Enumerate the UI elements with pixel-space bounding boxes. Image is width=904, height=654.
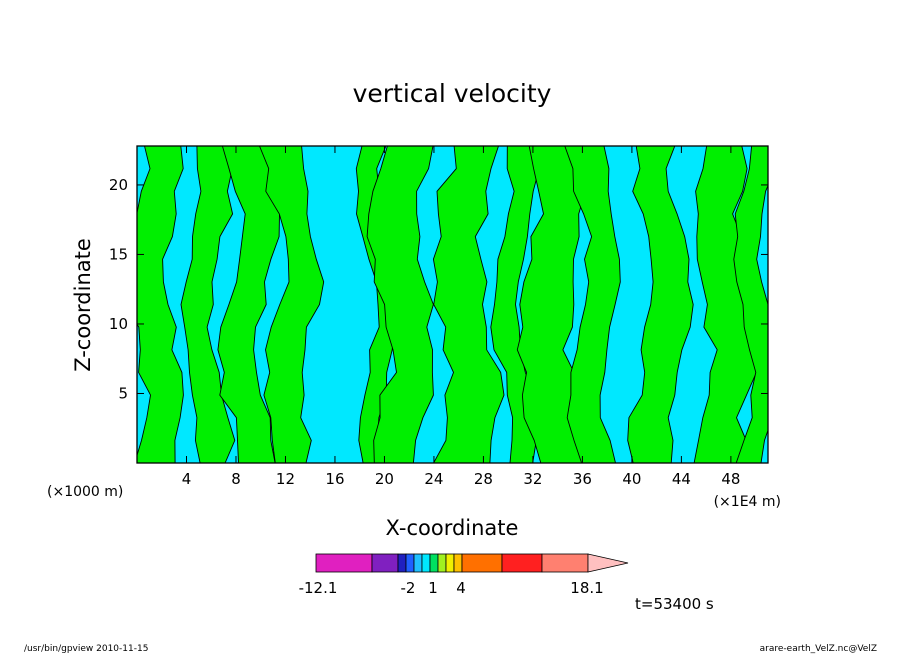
updraft-region bbox=[366, 146, 434, 463]
updraft-region bbox=[355, 146, 401, 463]
plot-frame bbox=[136, 145, 769, 464]
updraft-region bbox=[180, 146, 236, 463]
colorbar-arrow bbox=[587, 553, 629, 573]
x-tick-label: 48 bbox=[721, 470, 740, 488]
colorbar-segment bbox=[421, 553, 431, 573]
colorbar-segment bbox=[397, 553, 407, 573]
colorbar-segment bbox=[453, 553, 463, 573]
colorbar-segment bbox=[371, 553, 399, 573]
y-tick-label: 20 bbox=[109, 176, 128, 194]
y-axis-label: Z-coordinate bbox=[71, 238, 95, 372]
time-label: t=53400 s bbox=[635, 595, 714, 613]
colorbar-segment bbox=[405, 553, 415, 573]
x-axis-label: X-coordinate bbox=[386, 516, 519, 540]
colorbar-labels: -12.1 -2 1 4 18.1 bbox=[299, 579, 604, 597]
footer-program: /usr/bin/gpview 2010-11-15 bbox=[24, 644, 148, 654]
y-tick-label: 10 bbox=[109, 315, 128, 333]
colorbar-label: 4 bbox=[456, 579, 466, 597]
x-tick-label: 28 bbox=[474, 470, 493, 488]
footer-source: arare-earth_VelZ.nc@VelZ bbox=[760, 644, 877, 654]
updraft-region bbox=[137, 146, 184, 463]
colorbar-segment bbox=[445, 553, 455, 573]
colorbar-label: -12.1 bbox=[299, 579, 338, 597]
chart-title: vertical velocity bbox=[353, 79, 552, 108]
x-tick-label: 16 bbox=[325, 470, 344, 488]
colorbar-label: 18.1 bbox=[570, 579, 603, 597]
x-tick-label: 24 bbox=[424, 470, 443, 488]
x-axis-ticks: 4 8 12 16 20 24 28 32 36 40 44 48 bbox=[182, 146, 740, 488]
colorbar-segment bbox=[315, 553, 373, 573]
x-tick-label: 36 bbox=[573, 470, 592, 488]
colorbar-segment bbox=[437, 553, 447, 573]
y-tick-label: 15 bbox=[109, 245, 128, 263]
updraft-region bbox=[217, 146, 280, 463]
updraft-region bbox=[733, 146, 768, 463]
updraft-region bbox=[516, 146, 586, 463]
colorbar-segment bbox=[501, 553, 543, 573]
updraft-region bbox=[564, 146, 621, 463]
x-unit-left: (×1000 m) bbox=[47, 484, 123, 500]
updraft-region bbox=[432, 146, 505, 463]
updraft-region bbox=[259, 146, 325, 463]
x-tick-label: 32 bbox=[523, 470, 542, 488]
y-tick-label: 5 bbox=[118, 384, 128, 402]
colorbar-segment bbox=[541, 553, 589, 573]
x-tick-label: 40 bbox=[622, 470, 641, 488]
y-axis-ticks: 5 10 15 20 bbox=[109, 176, 768, 402]
updraft-field bbox=[137, 146, 768, 463]
x-tick-label: 8 bbox=[231, 470, 241, 488]
x-tick-label: 20 bbox=[375, 470, 394, 488]
x-tick-label: 4 bbox=[182, 470, 192, 488]
colorbar-segment bbox=[461, 553, 503, 573]
x-unit-right: (×1E4 m) bbox=[714, 494, 781, 510]
colorbar-segment bbox=[413, 553, 423, 573]
x-tick-label: 12 bbox=[276, 470, 295, 488]
x-tick-label: 44 bbox=[672, 470, 691, 488]
colorbar-label: -2 bbox=[401, 579, 416, 597]
colorbar-label: 1 bbox=[428, 579, 438, 597]
colorbar bbox=[315, 553, 629, 573]
colorbar-segment bbox=[429, 553, 439, 573]
updraft-region bbox=[627, 146, 694, 463]
